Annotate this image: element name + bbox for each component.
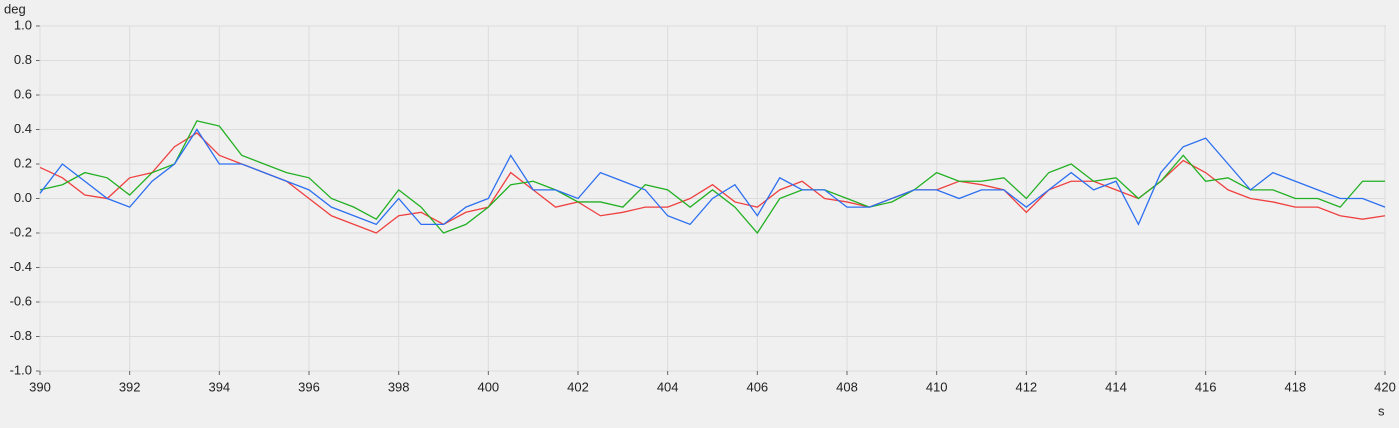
x-tick-label: 392 [119,379,141,394]
x-tick-label: 414 [1105,379,1127,394]
x-tick-label: 420 [1374,379,1396,394]
y-tick-label: -0.8 [10,328,32,343]
y-tick-label: -0.4 [10,259,32,274]
x-tick-label: 408 [836,379,858,394]
y-tick-label: -0.2 [10,224,32,239]
x-tick-label: 412 [1015,379,1037,394]
series-line [39,128,1386,226]
x-axis-label: s [1378,403,1385,418]
x-tick-label: 402 [567,379,589,394]
y-tick-label: 0.6 [14,86,32,101]
x-tick-label: 416 [1195,379,1217,394]
x-tick-label: 390 [29,379,51,394]
x-tick-label: 406 [746,379,768,394]
x-tick-label: 400 [477,379,499,394]
x-tick-label: 404 [657,379,679,394]
y-tick-label: 0.2 [14,155,32,170]
y-axis-label: deg [4,1,26,16]
y-tick-label: 0.8 [14,52,32,67]
y-tick-label: -1.0 [10,362,32,377]
x-tick-label: 418 [1284,379,1306,394]
x-tick-label: 394 [208,379,230,394]
x-tick-label: 398 [388,379,410,394]
y-tick-label: 1.0 [14,17,32,32]
series-line [39,120,1385,235]
y-tick-label: -0.6 [10,293,32,308]
y-tick-label: 0.4 [14,121,32,136]
x-tick-label: 410 [926,379,948,394]
y-tick-label: 0.0 [14,190,32,205]
x-tick-label: 396 [298,379,320,394]
